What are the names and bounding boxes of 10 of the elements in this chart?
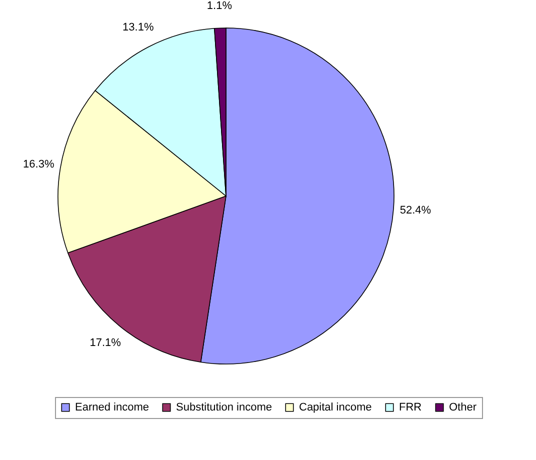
data-label: 17.1% — [90, 336, 122, 349]
data-label: 16.3% — [23, 158, 54, 171]
legend-label: Earned income — [75, 402, 149, 414]
legend-label: Substitution income — [176, 402, 272, 414]
legend-label: Capital income — [299, 402, 372, 414]
legend-label: Other — [449, 402, 477, 414]
data-label: 52.4% — [400, 204, 432, 216]
legend-label: FRR — [399, 402, 422, 414]
data-label: 1.1% — [206, 0, 232, 12]
data-label: 13.1% — [122, 22, 154, 34]
